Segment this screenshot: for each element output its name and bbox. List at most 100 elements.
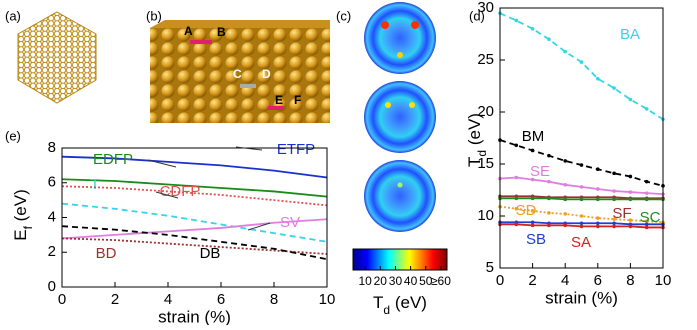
- point: [547, 197, 551, 201]
- point: [596, 221, 600, 225]
- point: [547, 180, 551, 184]
- x-tick-label: 4: [561, 272, 569, 289]
- point: [531, 197, 535, 201]
- point: [612, 225, 616, 229]
- colorbar-tick-label: 40: [404, 274, 418, 288]
- point: [629, 225, 633, 229]
- series-label: SE: [530, 163, 550, 180]
- point: [612, 172, 616, 176]
- point: [580, 225, 584, 229]
- x-tick-label: 2: [528, 272, 536, 289]
- point: [596, 77, 600, 81]
- series-label: SC: [640, 209, 661, 226]
- colorbar-tick-label: ≥60: [431, 274, 451, 288]
- x-tick-label: 0: [58, 291, 66, 308]
- point: [612, 221, 616, 225]
- atom-label: C: [233, 67, 242, 81]
- y-axis-label-part: (eV): [11, 189, 30, 226]
- point: [531, 27, 535, 31]
- point: [612, 189, 616, 193]
- y-tick-label: 2: [48, 243, 56, 260]
- point: [629, 175, 633, 179]
- colorbar-tick-label: 10: [358, 274, 372, 288]
- series-label: EDFP: [93, 151, 133, 168]
- point: [580, 60, 584, 64]
- point: [580, 198, 584, 202]
- x-tick-label: 8: [626, 272, 634, 289]
- colorbar-tick-label: 20: [374, 274, 388, 288]
- point: [596, 167, 600, 171]
- heat-maps: [364, 2, 436, 232]
- y-tick-label: 4: [48, 208, 56, 225]
- point: [531, 220, 535, 224]
- point: [645, 198, 649, 202]
- y-axis-label-part: E: [11, 229, 30, 240]
- panel-label: (e): [5, 128, 21, 143]
- y-axis-label-part: T: [465, 157, 484, 167]
- panel-label: (c): [336, 8, 351, 23]
- point: [531, 149, 535, 153]
- colorbar-label: Td (eV): [373, 293, 427, 317]
- y-tick-label: 30: [477, 0, 494, 16]
- series-label: T: [90, 176, 99, 193]
- y-axis-label-part: d: [475, 150, 489, 157]
- series-label: SA: [571, 234, 591, 251]
- point: [563, 212, 567, 216]
- atom-label: F: [294, 93, 301, 107]
- series-label: BM: [522, 128, 545, 145]
- series-label: BA: [620, 26, 640, 43]
- colorbar-tick-label: 30: [389, 274, 403, 288]
- x-tick-label: 10: [655, 272, 672, 289]
- y-tick-label: 8: [48, 139, 56, 156]
- point: [580, 163, 584, 167]
- y-axis-label: Ef (eV): [11, 189, 35, 241]
- point: [629, 190, 633, 194]
- atom-label: E: [275, 93, 283, 107]
- series-label: BD: [96, 245, 117, 262]
- series-label: CDFP: [160, 183, 201, 200]
- point: [515, 223, 519, 227]
- series-label: ETFP: [277, 141, 315, 158]
- colorbar: [353, 249, 447, 270]
- y-axis-label-part: (eV): [465, 113, 484, 150]
- series-label: DB: [200, 245, 221, 262]
- point: [612, 198, 616, 202]
- panel-label: (b): [146, 8, 162, 23]
- x-tick-label: 8: [270, 291, 278, 308]
- point: [515, 143, 519, 147]
- point: [547, 154, 551, 158]
- point: [580, 221, 584, 225]
- x-tick-label: 2: [111, 291, 119, 308]
- y-tick-label: 25: [477, 51, 494, 68]
- series-label: SD: [516, 202, 537, 219]
- point: [596, 216, 600, 220]
- point: [563, 198, 567, 202]
- point: [547, 224, 551, 228]
- atom-label: A: [184, 24, 193, 38]
- atom-label: D: [262, 67, 271, 81]
- series-label: SV: [280, 214, 300, 231]
- point: [547, 211, 551, 215]
- colorbar-label-part: (eV): [390, 293, 427, 312]
- colorbar-label-part: T: [373, 293, 383, 312]
- series-label: SF: [612, 205, 631, 222]
- point: [563, 183, 567, 187]
- atom-label: B: [217, 25, 226, 39]
- x-tick-label: 6: [217, 291, 225, 308]
- point: [629, 98, 633, 102]
- point: [515, 197, 519, 201]
- colorbar-label-part: d: [383, 303, 390, 317]
- point: [580, 214, 584, 218]
- point: [645, 191, 649, 195]
- flake: [18, 12, 96, 103]
- point: [563, 50, 567, 54]
- series-label: SB: [526, 231, 546, 248]
- point: [645, 107, 649, 111]
- y-tick-label: 10: [477, 207, 494, 224]
- y-tick-label: 6: [48, 174, 56, 191]
- y-tick-label: 5: [486, 259, 494, 276]
- y-tick-label: 0: [48, 278, 56, 295]
- x-tick-label: 4: [164, 291, 172, 308]
- point: [515, 176, 519, 180]
- point: [596, 225, 600, 229]
